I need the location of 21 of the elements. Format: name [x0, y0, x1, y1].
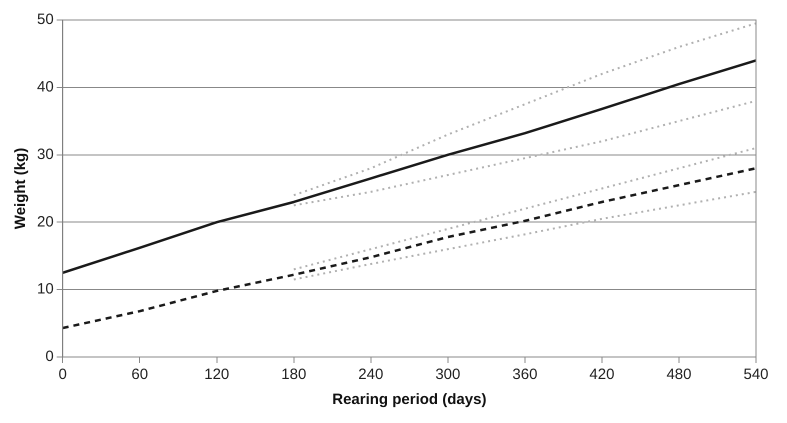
- line-series: [292, 190, 756, 280]
- x-tick-label: 120: [204, 366, 230, 384]
- y-tick-label: 50: [36, 11, 54, 28]
- y-tick-label: 40: [36, 78, 54, 96]
- x-tick-label: 0: [58, 366, 67, 384]
- x-tick-label: 240: [358, 366, 384, 384]
- x-axis-title: Rearing period (days): [332, 391, 486, 408]
- x-tick-label: 360: [512, 366, 538, 384]
- x-tick-label: 180: [281, 366, 306, 384]
- y-tick-label: 20: [36, 213, 54, 230]
- x-tick-label: 480: [666, 366, 692, 384]
- y-tick-label: 0: [45, 348, 54, 366]
- y-tick-label: 30: [36, 146, 54, 163]
- y-axis-title: Weight (kg): [12, 148, 30, 230]
- x-tick-label: 300: [435, 366, 460, 384]
- x-tick-label: 60: [131, 366, 148, 384]
- line-series: [292, 147, 756, 270]
- y-tick-label: 10: [36, 280, 54, 298]
- line-series: [292, 22, 756, 196]
- x-tick-label: 420: [589, 366, 614, 384]
- x-tick-label: 540: [743, 366, 769, 384]
